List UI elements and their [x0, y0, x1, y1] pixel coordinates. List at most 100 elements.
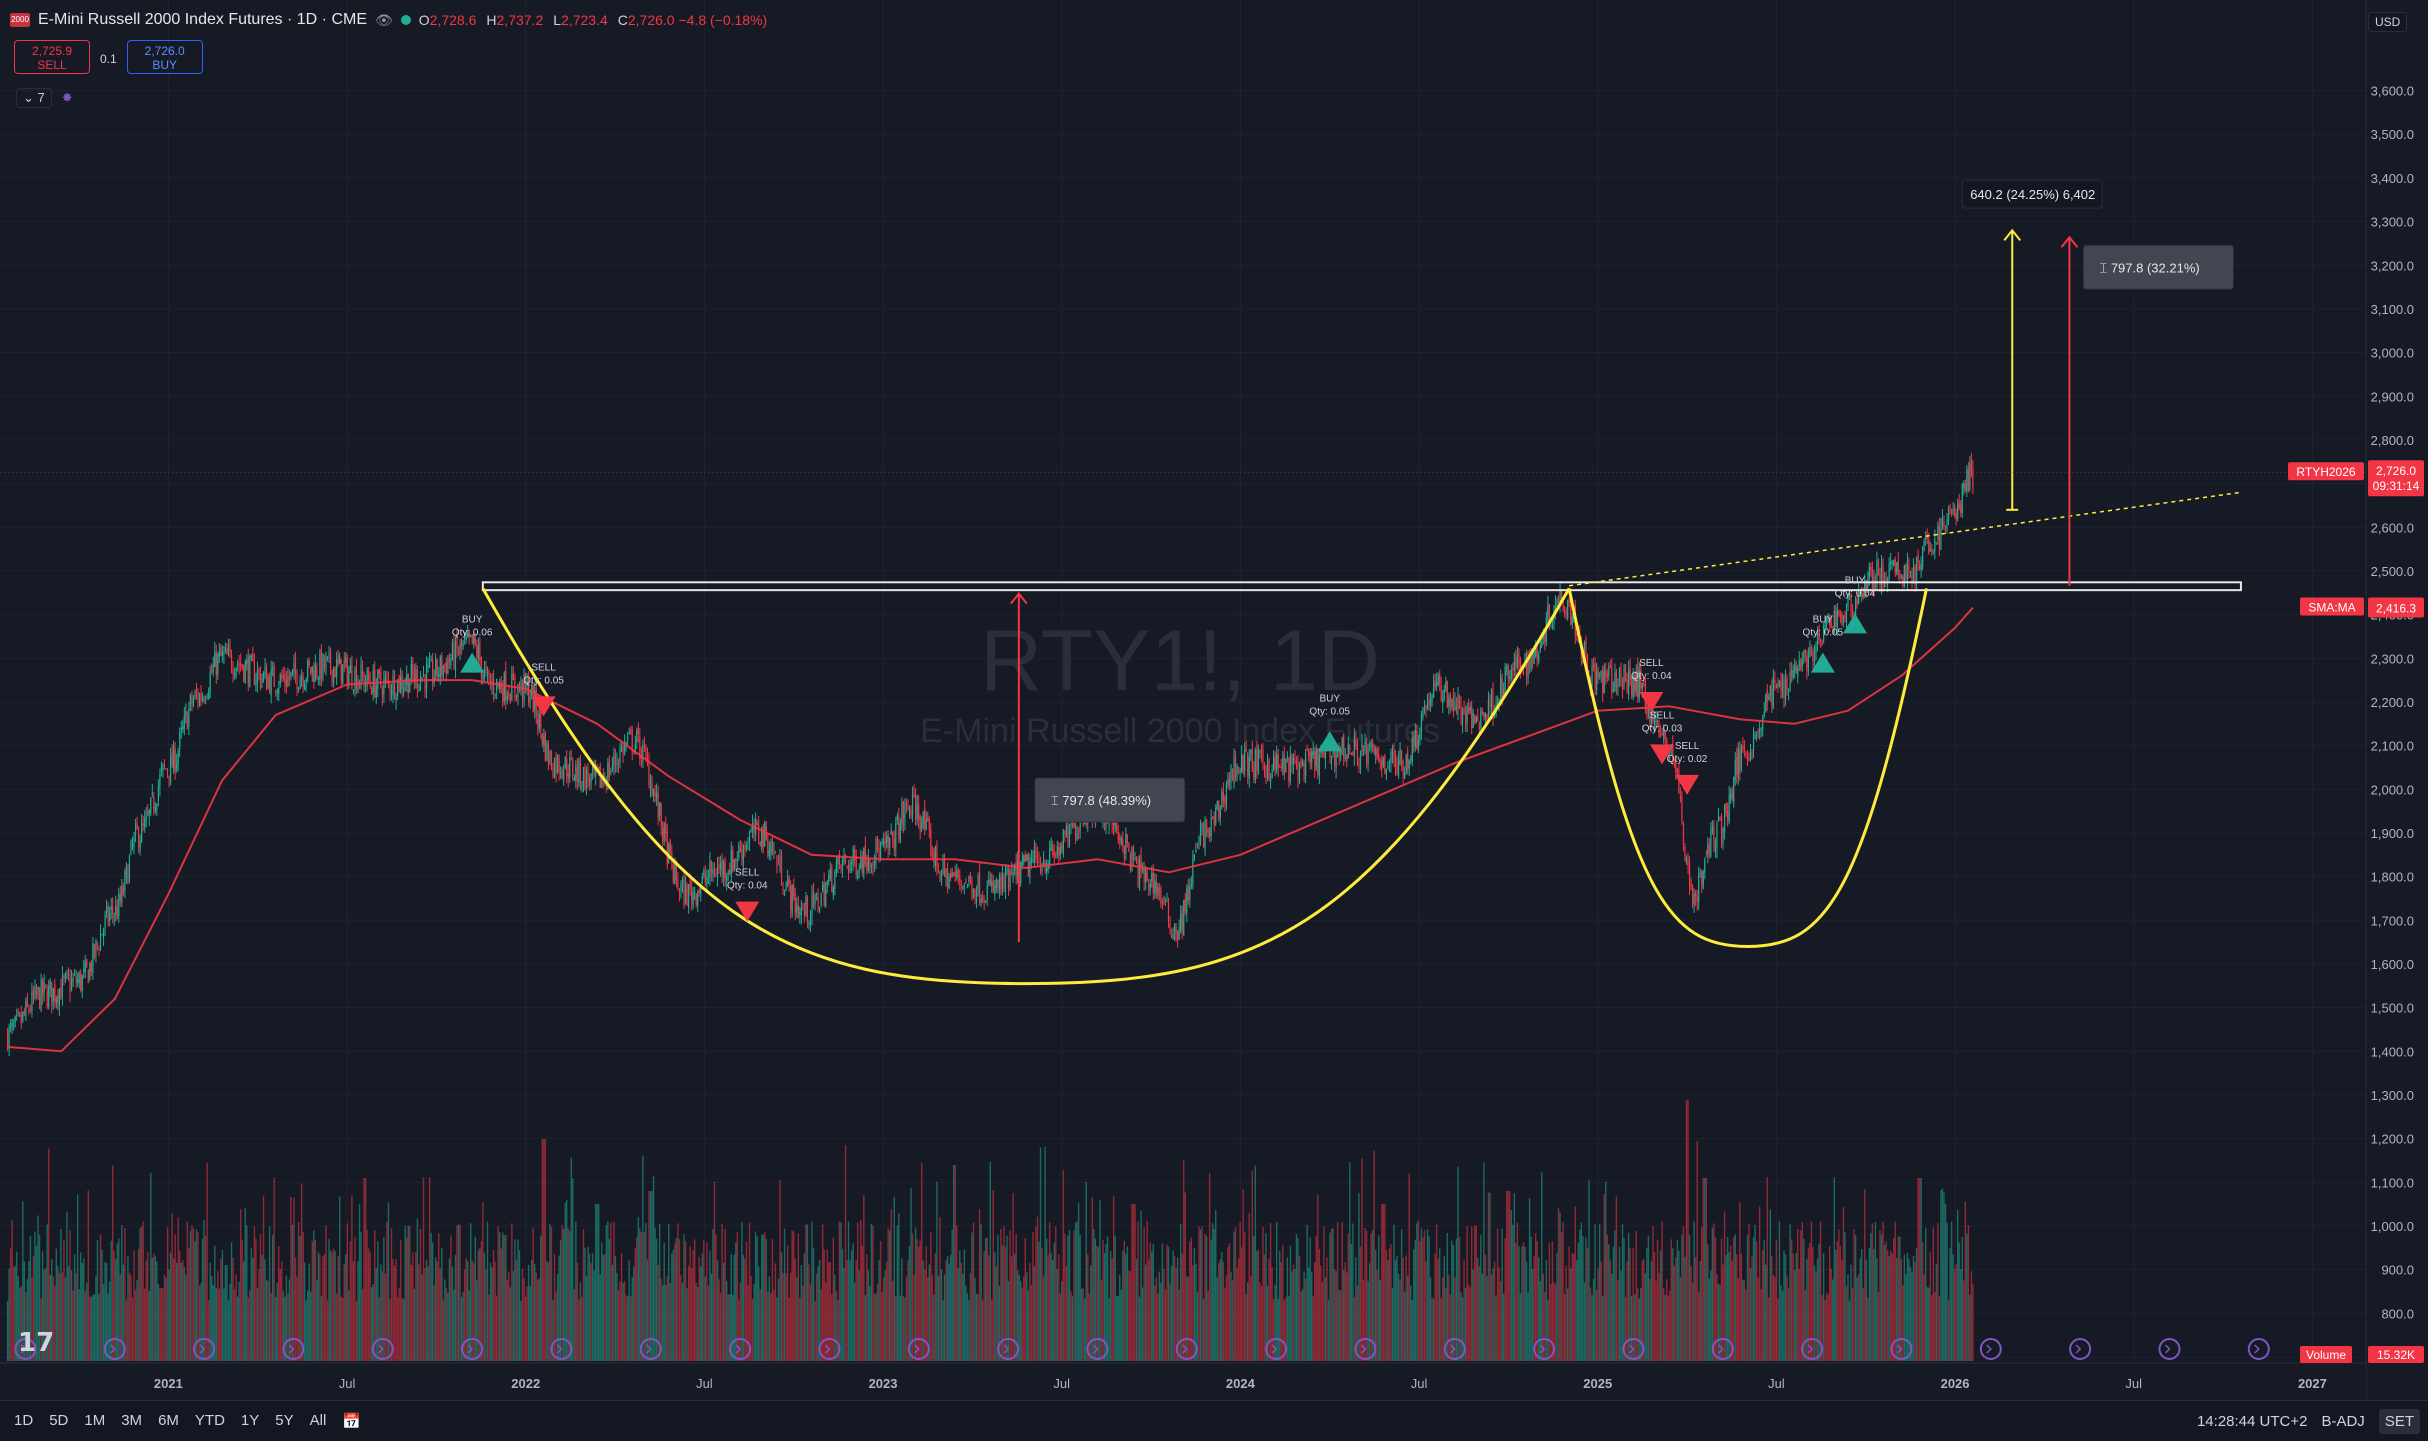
volume-bar — [1460, 1292, 1462, 1361]
timeframe-5d[interactable]: 5D — [49, 1412, 69, 1429]
candle-body — [630, 730, 632, 732]
candle-body — [22, 1011, 24, 1021]
volume-bar — [502, 1232, 504, 1361]
candle-body — [828, 875, 830, 882]
session-toggle[interactable]: SET — [2378, 1408, 2420, 1434]
candle-body — [1364, 740, 1366, 752]
candle-body — [211, 669, 213, 673]
timeframe-all[interactable]: All — [309, 1412, 327, 1429]
candle-body — [1445, 681, 1447, 690]
candle-body — [1748, 757, 1750, 760]
volume-bar — [1327, 1299, 1330, 1361]
clock-readout[interactable]: 14:28:44 UTC+2 — [2196, 1412, 2308, 1430]
volume-bar — [789, 1272, 792, 1361]
volume-bar — [1093, 1228, 1095, 1361]
volume-bar — [1691, 1282, 1694, 1361]
price-tick: 2,500.0 — [2371, 564, 2414, 579]
volume-bar — [1911, 1271, 1913, 1361]
volume-bar — [556, 1273, 559, 1361]
volume-bar — [742, 1254, 745, 1361]
adjustment-toggle[interactable]: B-ADJ — [2321, 1412, 2365, 1430]
candle-body — [1129, 854, 1132, 869]
volume-bar — [1163, 1268, 1165, 1361]
timeframe-1y[interactable]: 1Y — [240, 1412, 260, 1429]
volume-bar — [754, 1231, 757, 1361]
candle-body — [1335, 752, 1337, 770]
candle-body — [296, 672, 298, 690]
volume-bar — [1832, 1279, 1834, 1361]
volume-bar — [879, 1240, 882, 1361]
candle-body — [240, 662, 242, 666]
volume-bar — [983, 1251, 985, 1361]
trade-qty: Qty: 0.04 — [1631, 671, 1672, 682]
price-axis[interactable]: 3,600.03,500.03,400.03,300.03,200.03,100… — [2365, 0, 2428, 1400]
volume-bar — [244, 1208, 246, 1361]
volume-bar — [125, 1299, 128, 1361]
volume-bar — [384, 1273, 387, 1361]
candle-body — [384, 677, 387, 681]
candle-body — [843, 857, 845, 862]
timeframe-1m[interactable]: 1M — [84, 1412, 106, 1429]
candle-body — [436, 659, 438, 676]
volume-bar — [319, 1254, 321, 1361]
indicators-toggle[interactable]: ⌄ 7 — [16, 88, 52, 108]
candle-body — [1596, 671, 1598, 690]
timeframe-ytd[interactable]: YTD — [194, 1412, 225, 1429]
volume-bar — [943, 1274, 946, 1361]
volume-bar — [1269, 1223, 1272, 1361]
volume-bar — [1205, 1236, 1208, 1361]
volume-bar — [1231, 1280, 1234, 1361]
volume-bar — [576, 1262, 579, 1361]
candle-body — [619, 749, 621, 763]
volume-bar — [1109, 1250, 1112, 1361]
volume-bar — [194, 1241, 196, 1361]
volume-bar — [1568, 1246, 1570, 1361]
volume-bar — [1059, 1293, 1062, 1361]
volume-bar — [1279, 1250, 1281, 1361]
candle-body — [762, 829, 764, 846]
time-axis[interactable]: 2021 Jul 2022 Jul 2023 Jul 2024 Jul 2025 Jul 2026 J… — [0, 1362, 2366, 1400]
eye-icon[interactable]: 👁 — [375, 11, 393, 28]
volume-bar — [1565, 1265, 1567, 1361]
candle-body — [1609, 665, 1611, 668]
volume-bar — [466, 1260, 469, 1361]
calendar-icon[interactable]: 📅 — [342, 1413, 361, 1430]
timeframe-6m[interactable]: 6M — [158, 1412, 179, 1429]
volume-bar — [374, 1230, 376, 1361]
volume-bar — [695, 1282, 697, 1361]
candle-body — [703, 871, 705, 875]
volume-bar — [1338, 1290, 1340, 1361]
candle-body — [553, 759, 556, 778]
volume-bar — [1029, 1262, 1031, 1361]
volume-bar — [1550, 1283, 1552, 1361]
candle-body — [1163, 897, 1165, 901]
volume-bar — [1490, 1274, 1493, 1361]
currency-selector[interactable]: USD — [2368, 12, 2408, 32]
timeframe-3m[interactable]: 3M — [121, 1412, 143, 1429]
candle-body — [913, 794, 915, 797]
timeframe-5y[interactable]: 5Y — [275, 1412, 294, 1429]
volume-bar — [124, 1227, 126, 1361]
buy-button[interactable]: 2,726.0 BUY — [126, 40, 203, 74]
candle-body — [1266, 759, 1269, 778]
candle-body — [70, 978, 73, 990]
sell-button[interactable]: 2,725.9 SELL — [14, 40, 90, 74]
candle-body — [945, 868, 947, 878]
volume-bar — [718, 1279, 720, 1361]
candle-body — [1702, 871, 1704, 888]
candle-body — [1838, 610, 1840, 615]
volume-bar — [1381, 1204, 1383, 1361]
volume-bar — [1598, 1224, 1601, 1361]
candle-body — [1189, 886, 1191, 900]
symbol-title[interactable]: E-Mini Russell 2000 Index Futures · 1D ·… — [38, 11, 367, 28]
candle-body — [421, 677, 423, 681]
candle-body — [607, 763, 609, 789]
settings-icon[interactable]: ✸ — [61, 90, 73, 105]
candle-body — [860, 856, 862, 869]
timeframe-1d[interactable]: 1D — [14, 1412, 34, 1429]
volume-bar — [1641, 1260, 1644, 1361]
volume-bar — [1361, 1158, 1363, 1361]
candle-body — [1320, 749, 1322, 754]
candle-body — [1594, 664, 1596, 688]
